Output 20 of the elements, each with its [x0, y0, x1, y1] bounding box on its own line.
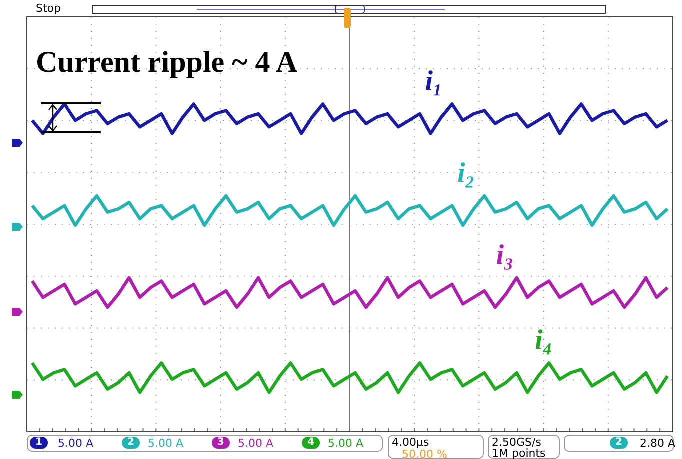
text: 5.00 A	[328, 437, 364, 450]
text: Stop	[36, 2, 62, 15]
text: 4	[302, 437, 320, 449]
text: 3	[212, 437, 230, 449]
text: 5.00 A	[58, 437, 94, 450]
text: 4.00µs	[392, 436, 430, 449]
text: 2.50GS/s	[492, 436, 542, 449]
text: 5.00 A	[238, 437, 274, 450]
series-label: i₃	[496, 240, 514, 271]
text: 2.80 A	[640, 437, 676, 450]
text: Current ripple ~ 4 A	[36, 46, 298, 80]
text: 1	[30, 437, 48, 449]
series-label: i₂	[458, 158, 476, 189]
text: 2	[122, 437, 140, 449]
text: 2	[610, 437, 628, 449]
series-label: i₄	[535, 325, 553, 356]
text: 1M points	[492, 447, 546, 459]
text: 50.00 %	[402, 448, 448, 459]
series-label: i₁	[425, 66, 443, 98]
text: 5.00 A	[148, 437, 184, 450]
